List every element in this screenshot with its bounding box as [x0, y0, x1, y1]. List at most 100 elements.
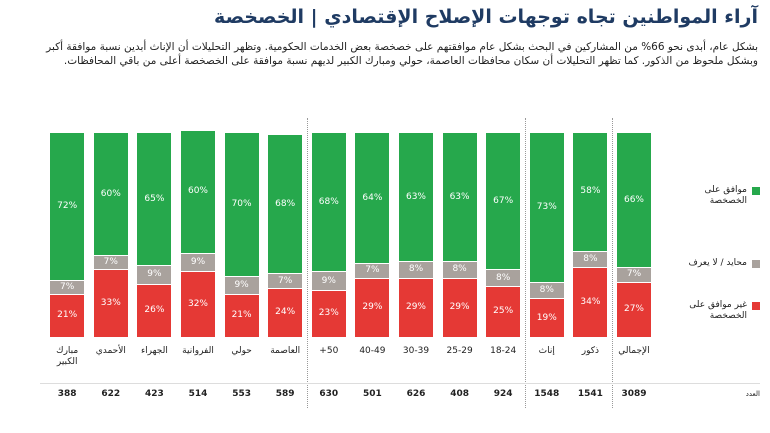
count-label: 423 [144, 389, 164, 399]
category-label: 30-39 [402, 346, 430, 356]
bar-segment [181, 271, 215, 337]
count-label: 408 [450, 389, 469, 399]
bar-segment [311, 271, 346, 290]
baseline-rule [40, 383, 760, 384]
bar-segment [573, 250, 608, 268]
count-label: 501 [362, 389, 382, 399]
data-label: 9% [190, 257, 206, 268]
count-label: 388 [57, 389, 77, 399]
count-label: 924 [493, 389, 513, 399]
count-label: 589 [275, 389, 295, 399]
bar-segment [486, 132, 521, 270]
data-label: 29% [362, 302, 383, 313]
bar-segment [442, 277, 477, 337]
bar-segment [355, 263, 390, 278]
data-label: 34% [580, 297, 601, 308]
bar-segment [399, 132, 433, 262]
data-label: 73% [536, 201, 557, 212]
data-label: 33% [100, 298, 121, 309]
group-separator [525, 118, 526, 408]
legend-label: موافق على الخصخصة [704, 185, 748, 206]
data-label: 65% [144, 193, 165, 204]
data-label: 63% [449, 191, 470, 202]
bar-segment [617, 267, 651, 282]
bar-segment [137, 265, 172, 284]
data-label: 25% [493, 306, 514, 317]
bar-segment [181, 130, 215, 253]
data-label: 9% [147, 269, 162, 280]
data-label: 8% [452, 264, 467, 275]
data-label: 7% [103, 257, 118, 268]
legend-swatch [752, 302, 760, 310]
count-label: 622 [101, 389, 121, 399]
data-label: 21% [231, 310, 252, 321]
category-label: الأحمدي [95, 346, 126, 356]
data-label: 7% [278, 275, 293, 286]
bar-segment [93, 132, 128, 256]
data-label: 8% [496, 272, 511, 283]
bar-segment [181, 252, 215, 272]
data-label: 21% [57, 310, 78, 321]
category-label: 50+ [319, 346, 339, 356]
data-label: 67% [493, 195, 514, 206]
data-label: 9% [321, 275, 336, 286]
data-label: 60% [100, 188, 121, 199]
data-label: 8% [408, 264, 424, 275]
count-label: 553 [232, 389, 251, 399]
bar-segment [529, 132, 564, 282]
bar-segment [137, 283, 172, 337]
bar-segment [93, 269, 128, 337]
data-label: 7% [365, 265, 380, 276]
category-label: العاصمة [270, 346, 301, 356]
bar-segment [399, 277, 433, 337]
count-label: 630 [319, 389, 339, 399]
data-label: 24% [275, 307, 296, 318]
bar-segment [355, 277, 390, 337]
count-title: العدد [745, 390, 760, 398]
bar-segment [617, 281, 651, 337]
bar-segment [93, 255, 128, 270]
category-label: حولي [231, 346, 252, 356]
data-label: 7% [60, 281, 75, 292]
data-label: 8% [583, 254, 598, 265]
count-label: 1541 [577, 389, 603, 399]
category-label: مبارك الكبير [56, 346, 79, 367]
group-separator [307, 118, 308, 408]
bar-segment [50, 132, 85, 280]
legend-label: غير موافق على الخصخصة [689, 300, 747, 321]
bar-segment [617, 132, 651, 268]
category-label: الجهراء [140, 346, 168, 356]
data-label: 66% [623, 194, 644, 205]
data-label: 7% [626, 269, 642, 280]
count-label: 1548 [534, 389, 560, 399]
bar-segment [268, 287, 303, 337]
data-label: 29% [405, 302, 426, 313]
bar-segment [399, 261, 433, 278]
data-label: 58% [580, 186, 601, 197]
category-label: الفروانية [182, 346, 214, 356]
data-label: 26% [144, 305, 165, 316]
bar-segment [50, 293, 85, 337]
description: بشكل عام، أبدى نحو 66% من المشاركين في ا… [46, 41, 758, 67]
title: آراء المواطنين تجاه توجهات الإصلاح الإقت… [214, 6, 758, 28]
bar-segment [224, 132, 259, 276]
data-label: 27% [623, 304, 644, 315]
bar-segment [529, 281, 564, 299]
category-label: 25-29 [446, 346, 473, 356]
group-separator [612, 118, 614, 408]
data-label: 63% [405, 191, 426, 202]
category-label: إناث [538, 346, 555, 356]
bar-segment [573, 132, 608, 251]
bar-segment [529, 298, 564, 337]
category-label: ذكور [581, 346, 600, 356]
bar-segment [442, 132, 477, 262]
count-label: 626 [406, 389, 426, 399]
bar-segment [268, 273, 303, 288]
bar-segment [573, 267, 608, 337]
category-label: 40-49 [359, 346, 386, 356]
data-label: 72% [57, 200, 78, 211]
legend-swatch [752, 260, 760, 268]
bar-segment [311, 289, 346, 337]
bar-segment [355, 132, 390, 264]
